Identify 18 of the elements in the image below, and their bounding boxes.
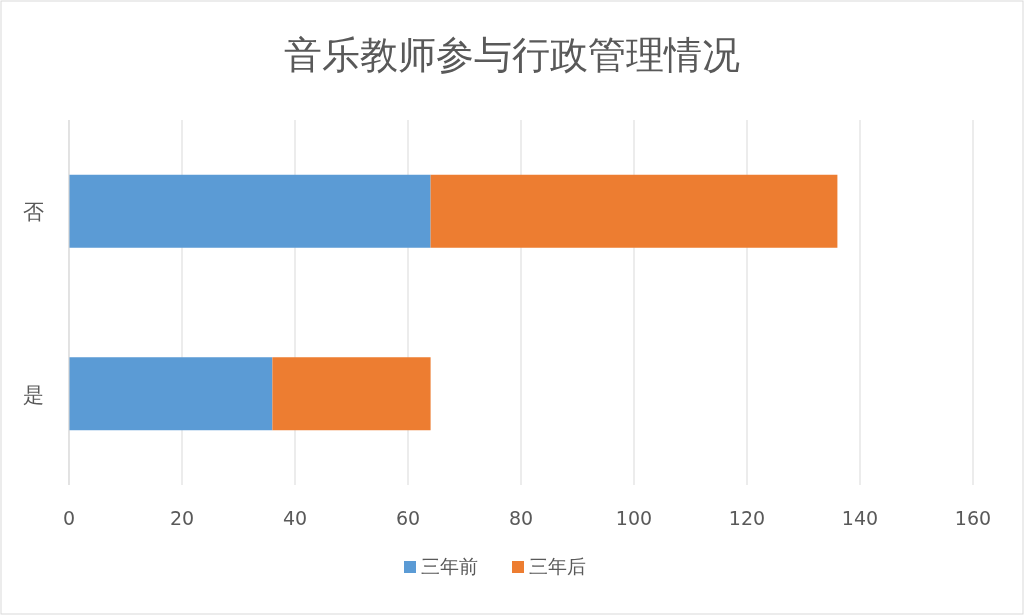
- bar: [272, 357, 431, 431]
- y-tick-label: 否: [23, 200, 44, 225]
- bar: [69, 357, 273, 431]
- bar: [69, 174, 431, 248]
- x-tick-label: 60: [395, 507, 421, 529]
- legend-label: 三年前: [421, 555, 478, 577]
- x-tick-label: 40: [282, 507, 308, 529]
- x-tick-label: 160: [954, 507, 992, 529]
- x-tick-label: 80: [508, 507, 534, 529]
- x-tick-label: 0: [62, 507, 76, 529]
- chart-title: 音乐教师参与行政管理情况: [284, 33, 740, 77]
- legend-label: 三年后: [529, 555, 586, 577]
- y-tick-label: 是: [23, 382, 44, 407]
- x-tick-label: 120: [728, 507, 766, 529]
- x-tick-label: 140: [841, 507, 879, 529]
- x-tick-label: 20: [169, 507, 195, 529]
- bar: [430, 174, 838, 248]
- x-tick-label: 100: [615, 507, 653, 529]
